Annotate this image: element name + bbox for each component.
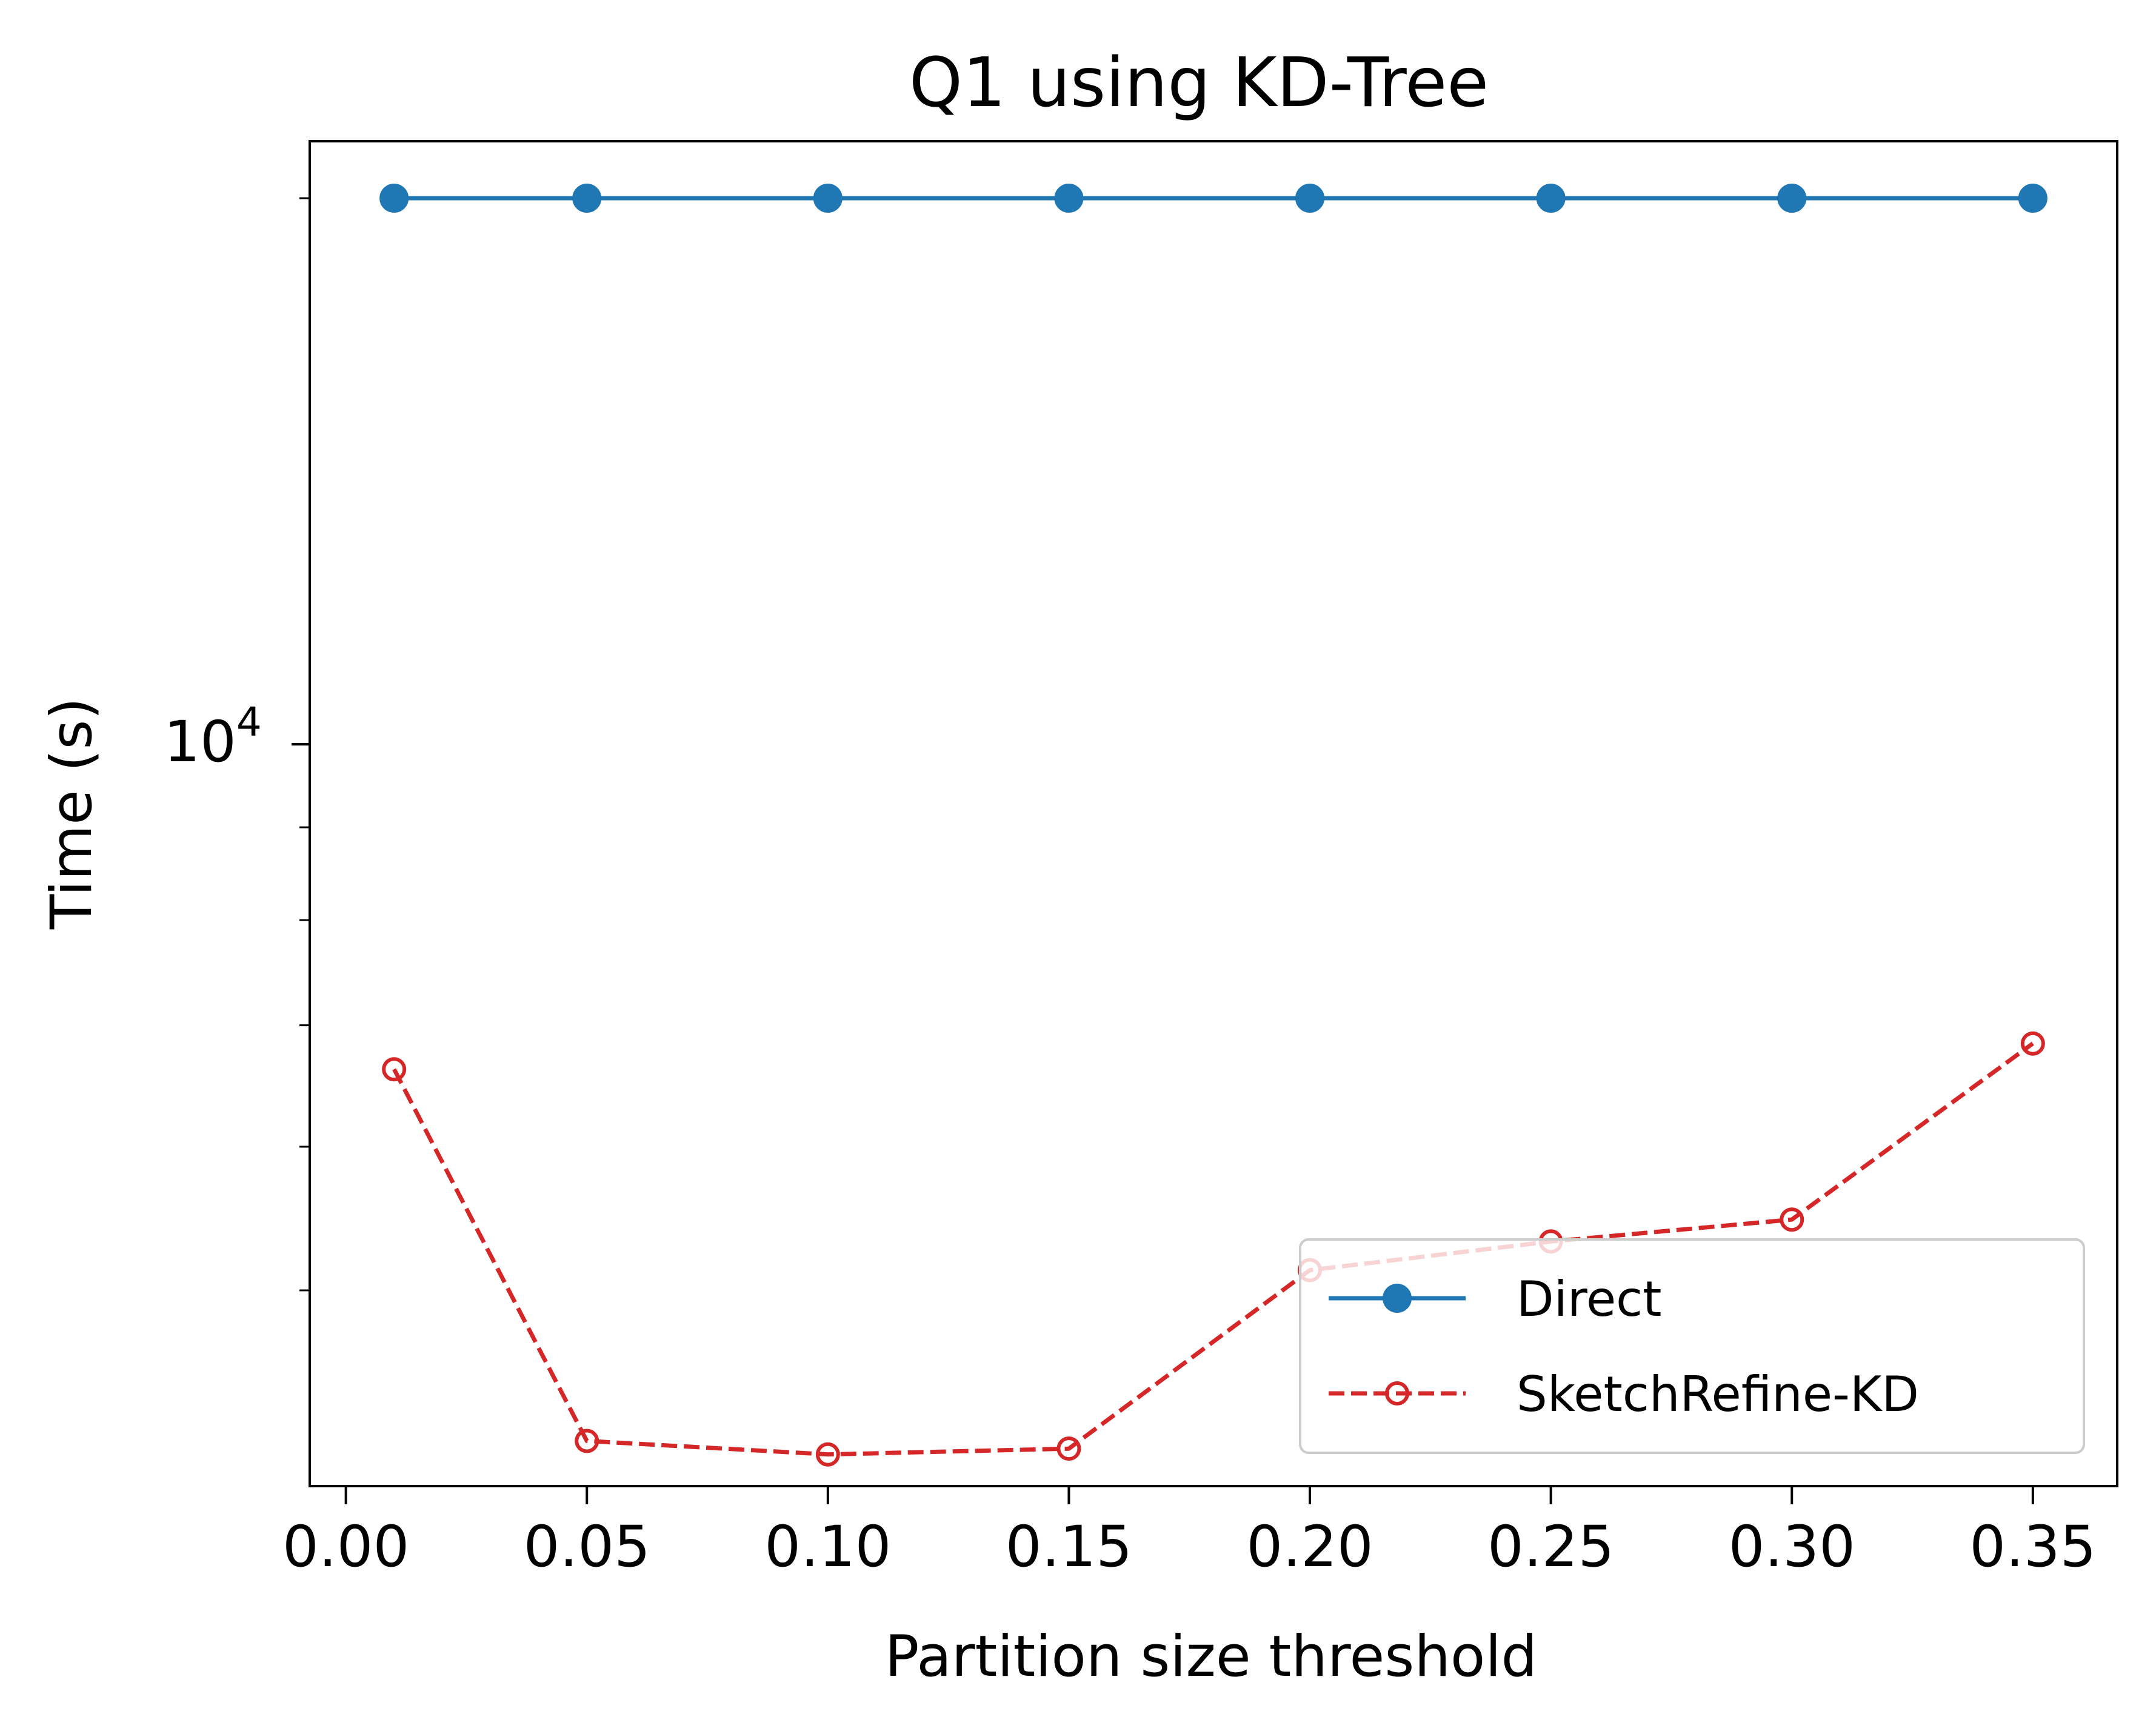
data-point-0 [2019,184,2047,212]
x-tick-label: 0.35 [1969,1514,2096,1580]
data-point-0 [814,184,842,212]
x-tick-label: 0.25 [1487,1514,1614,1580]
data-point-0 [1296,184,1324,212]
x-tick-label: 0.05 [524,1514,650,1580]
y-tick-label: 104 [164,699,262,775]
legend-marker-0 [1383,1284,1411,1312]
x-axis-label: Partition size threshold [885,1624,1537,1690]
data-point-0 [573,184,601,212]
data-point-0 [1055,184,1083,212]
x-tick-label: 0.00 [282,1514,409,1580]
x-tick-label: 0.15 [1006,1514,1132,1580]
data-point-0 [1537,184,1565,212]
legend: Direct SketchRefine-KD [1300,1239,2084,1453]
y-axis-label: Time (s) [39,698,105,930]
legend-label-0: Direct [1517,1271,1662,1327]
data-point-0 [380,184,408,212]
x-axis: 0.00 0.05 0.10 0.15 0.20 0.25 0.30 0.35 [282,1486,2096,1580]
chart-title: Q1 using KD-Tree [909,44,1489,122]
legend-label-1: SketchRefine-KD [1517,1366,1919,1422]
x-tick-label: 0.30 [1729,1514,1855,1580]
x-tick-label: 0.10 [764,1514,891,1580]
data-point-0 [1778,184,1806,212]
x-tick-label: 0.20 [1246,1514,1373,1580]
y-axis: 104 [164,198,310,1290]
